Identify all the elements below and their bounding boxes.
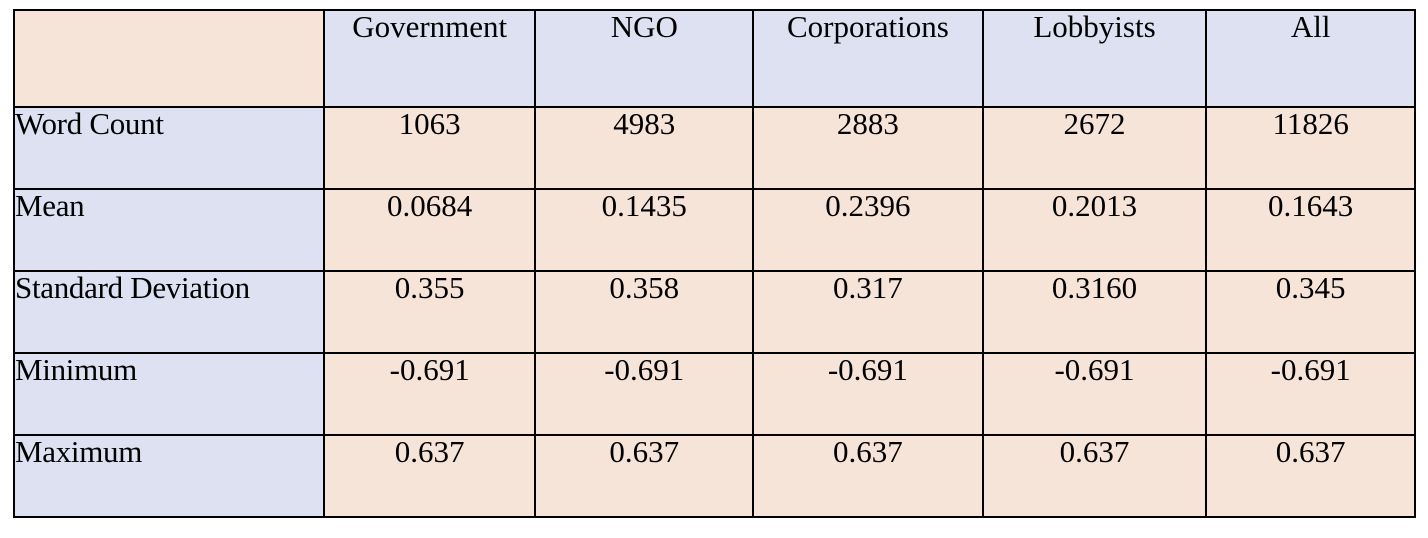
row-header: Mean — [13, 188, 325, 272]
table-cell: 11826 — [1205, 106, 1416, 190]
column-header-government: Government — [322, 9, 537, 108]
table-cell: -0.691 — [534, 352, 755, 436]
table-cell: 0.637 — [322, 434, 537, 518]
table-row-word-count: Word Count 1063 4983 2883 2672 11826 — [13, 106, 1416, 190]
table-row-mean: Mean 0.0684 0.1435 0.2396 0.2013 0.1643 — [13, 188, 1416, 272]
column-header-corporations: Corporations — [752, 9, 984, 108]
row-header: Standard Deviation — [13, 270, 325, 354]
table-cell: 0.1643 — [1205, 188, 1416, 272]
header-row: Government NGO Corporations Lobbyists Al… — [13, 9, 1416, 108]
table-cell: 0.355 — [322, 270, 537, 354]
column-header-all: All — [1205, 9, 1416, 108]
row-header: Minimum — [13, 352, 325, 436]
table-cell: 0.2396 — [752, 188, 984, 272]
table-row-minimum: Minimum -0.691 -0.691 -0.691 -0.691 -0.6… — [13, 352, 1416, 436]
table-cell: -0.691 — [1205, 352, 1416, 436]
table-cell: 0.637 — [534, 434, 755, 518]
statistics-table: Government NGO Corporations Lobbyists Al… — [13, 9, 1416, 518]
table-cell: -0.691 — [752, 352, 984, 436]
table-cell: 0.637 — [752, 434, 984, 518]
table-cell: -0.691 — [322, 352, 537, 436]
table-cell: 0.3160 — [981, 270, 1208, 354]
table-cell: 0.358 — [534, 270, 755, 354]
table-row-standard-deviation: Standard Deviation 0.355 0.358 0.317 0.3… — [13, 270, 1416, 354]
table-cell: 0.345 — [1205, 270, 1416, 354]
table-cell: 1063 — [322, 106, 537, 190]
table-cell: -0.691 — [981, 352, 1208, 436]
row-header: Word Count — [13, 106, 325, 190]
table-cell: 4983 — [534, 106, 755, 190]
column-header-lobbyists: Lobbyists — [981, 9, 1208, 108]
corner-cell — [13, 9, 325, 108]
table-cell: 0.0684 — [322, 188, 537, 272]
table-cell: 0.637 — [1205, 434, 1416, 518]
table-cell: 0.637 — [981, 434, 1208, 518]
row-header: Maximum — [13, 434, 325, 518]
table-cell: 0.317 — [752, 270, 984, 354]
table-cell: 2672 — [981, 106, 1208, 190]
table-cell: 2883 — [752, 106, 984, 190]
table-row-maximum: Maximum 0.637 0.637 0.637 0.637 0.637 — [13, 434, 1416, 518]
table-cell: 0.2013 — [981, 188, 1208, 272]
table-cell: 0.1435 — [534, 188, 755, 272]
column-header-ngo: NGO — [534, 9, 755, 108]
